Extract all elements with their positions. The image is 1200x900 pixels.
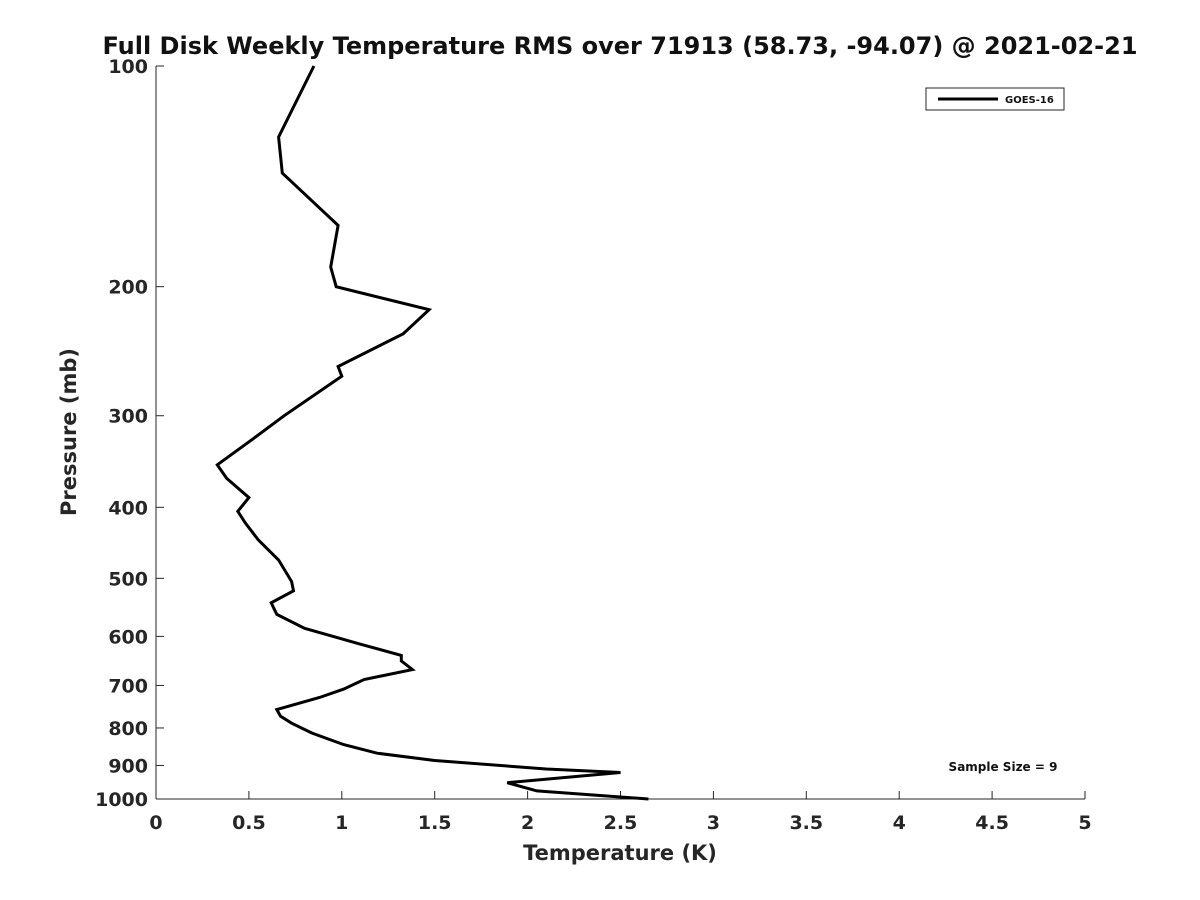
chart-title: Full Disk Weekly Temperature RMS over 71… [102,32,1137,60]
y-tick-label: 300 [108,406,148,428]
x-tick-label: 4.5 [975,812,1009,834]
series-line-0 [215,65,649,801]
x-tick-label: 1.5 [418,812,452,834]
x-tick-label: 3.5 [789,812,823,834]
series-layer [215,65,649,801]
x-axis-ticks: 0 0.5 1 1.5 2 2.5 3 3.5 4 4.5 5 [149,791,1092,834]
y-tick-label: 200 [108,277,148,299]
y-tick-label: 400 [108,497,148,519]
y-tick-label: 700 [108,675,148,697]
x-tick-label: 4 [893,812,906,834]
legend: GOES-16 [925,87,1065,111]
y-tick-label: 100 [108,56,148,78]
y-tick-label: 500 [108,568,148,590]
sample-size-annotation: Sample Size = 9 [949,760,1058,774]
legend-label: GOES-16 [1005,95,1054,106]
x-tick-label: 5 [1078,812,1091,834]
x-tick-label: 3 [707,812,720,834]
y-tick-label: 1000 [95,789,148,811]
x-tick-label: 1 [335,812,348,834]
x-tick-label: 2 [521,812,534,834]
x-axis-label: Temperature (K) [523,841,717,865]
x-tick-label: 2.5 [604,812,638,834]
x-tick-label: 0 [149,812,162,834]
y-tick-label: 600 [108,626,148,648]
y-axis-ticks: 100 200 300 400 500 600 700 800 900 1000 [95,56,164,811]
y-axis-label: Pressure (mb) [57,348,81,516]
y-tick-label: 900 [108,755,148,777]
x-tick-label: 0.5 [232,812,266,834]
y-tick-label: 800 [108,718,148,740]
